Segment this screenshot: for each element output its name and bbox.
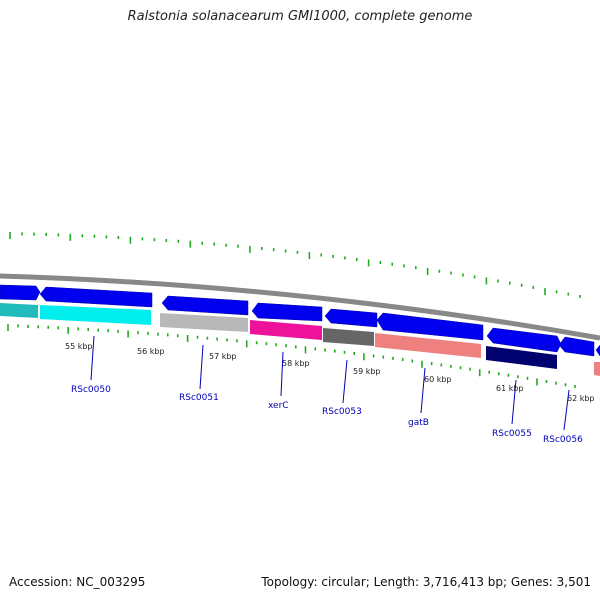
inner-tick-ring [7,324,576,388]
gene-arrow[interactable] [558,336,595,357]
ruler-label: 61 kbp [496,384,524,393]
gene-label-xerc[interactable]: xerC [268,401,289,411]
ruler-labels: 55 kbp 56 kbp 57 kbp 58 kbp 59 kbp 60 kb… [65,342,595,403]
gene-arrow[interactable] [324,308,378,328]
leader-line [563,389,570,431]
feature-block-silver[interactable] [160,313,248,332]
feature-block-salmon[interactable] [375,333,481,358]
feature-blocks [0,303,600,376]
leader-line [199,344,204,390]
ruler-label: 62 kbp [567,394,595,403]
ruler-label: 60 kbp [424,375,452,384]
backbone-arc [0,273,600,341]
ruler-label: 57 kbp [209,352,237,361]
leader-line [511,379,517,425]
leader-line [342,359,348,404]
outer-tick-ring [9,232,581,298]
ruler-label: 59 kbp [353,367,381,376]
gene-arrow[interactable] [595,344,600,357]
ruler-label: 56 kbp [137,347,165,356]
gene-arrow[interactable] [0,284,41,301]
gene-label-gatb[interactable]: gatB [408,418,429,428]
gene-label-rsc0050[interactable]: RSc0050 [71,385,111,395]
feature-block-dimgray[interactable] [323,328,374,346]
gene-label-rsc0056[interactable]: RSc0056 [543,435,583,445]
gene-label-leaders [90,335,570,431]
feature-block-teal[interactable] [0,303,38,318]
genome-summary-label: Topology: circular; Length: 3,716,413 bp… [261,575,591,589]
gene-label-rsc0053[interactable]: RSc0053 [322,407,362,417]
gene-labels: RSc0050 RSc0051 xerC RSc0053 gatB RSc005… [71,385,583,445]
leader-line [280,351,284,397]
genome-title: Ralstonia solanacearum GMI1000, complete… [127,9,473,24]
gene-arrows [0,284,600,357]
leader-line [90,335,95,381]
feature-block-magenta[interactable] [250,320,322,340]
feature-block-salmon[interactable] [594,362,600,376]
gene-arrow[interactable] [39,286,153,308]
leader-line [420,367,426,414]
gene-label-rsc0055[interactable]: RSc0055 [492,429,532,439]
accession-label: Accession: NC_003295 [9,575,146,589]
feature-block-cyan[interactable] [40,305,151,325]
ruler-label: 58 kbp [282,359,310,368]
gene-label-rsc0051[interactable]: RSc0051 [179,393,219,403]
gene-arrow[interactable] [376,312,484,341]
feature-block-navy[interactable] [486,346,557,369]
ruler-label: 55 kbp [65,342,93,351]
gene-arrow[interactable] [161,295,249,316]
gene-arrow[interactable] [251,302,323,322]
